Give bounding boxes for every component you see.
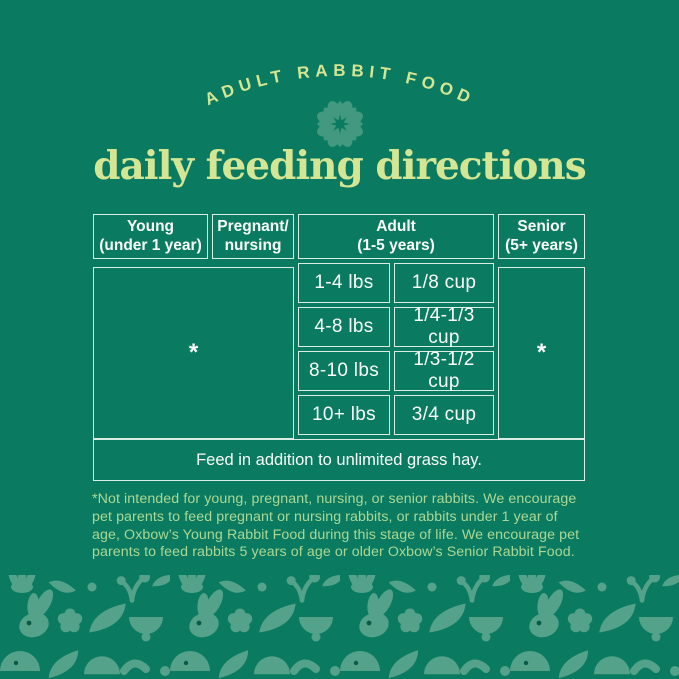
footnote: *Not intended for young, pregnant, nursi… bbox=[92, 491, 580, 561]
eyebrow-arc: ADULT RABBIT FOOD bbox=[202, 61, 473, 109]
adult-weight-cell: 1-4 lbs bbox=[298, 263, 390, 303]
header-subtitle: (1-5 years) bbox=[357, 236, 435, 254]
header-title: Young bbox=[126, 218, 175, 236]
header-subtitle: (5+ years) bbox=[505, 236, 578, 254]
adult-weight-cell: 8-10 lbs bbox=[298, 351, 390, 391]
header-subtitle: nursing bbox=[224, 236, 282, 254]
rabbit-pattern-band-icon bbox=[0, 575, 679, 679]
column-header-pregnant: Pregnant/ nursing bbox=[212, 214, 294, 259]
senior-asterisk-cell: * bbox=[498, 267, 585, 439]
header-subtitle: (under 1 year) bbox=[99, 236, 202, 254]
column-header-young: Young (under 1 year) bbox=[93, 214, 208, 259]
adult-amount-cell: 1/8 cup bbox=[394, 263, 494, 303]
adult-amount-cell: 3/4 cup bbox=[394, 395, 494, 435]
grass-hay-note-cell: Feed in addition to unlimited grass hay. bbox=[93, 439, 585, 481]
flower-ornament-icon bbox=[315, 99, 365, 149]
header-title: Senior bbox=[517, 218, 566, 236]
adult-weight-cell: 10+ lbs bbox=[298, 395, 390, 435]
feeding-table: Young (under 1 year) Pregnant/ nursing A… bbox=[93, 214, 585, 481]
header-title: Adult bbox=[376, 218, 416, 236]
column-header-adult: Adult (1-5 years) bbox=[298, 214, 494, 259]
column-header-senior: Senior (5+ years) bbox=[498, 214, 585, 259]
page-title: daily feeding directions bbox=[93, 143, 586, 189]
header-title: Pregnant/ bbox=[217, 218, 289, 236]
young-pregnant-asterisk-cell: * bbox=[93, 267, 294, 439]
adult-amount-cell: 1/3-1/2 cup bbox=[394, 349, 494, 392]
adult-amount-cell: 1/4-1/3 cup bbox=[394, 305, 494, 348]
adult-weight-cell: 4-8 lbs bbox=[298, 307, 390, 347]
